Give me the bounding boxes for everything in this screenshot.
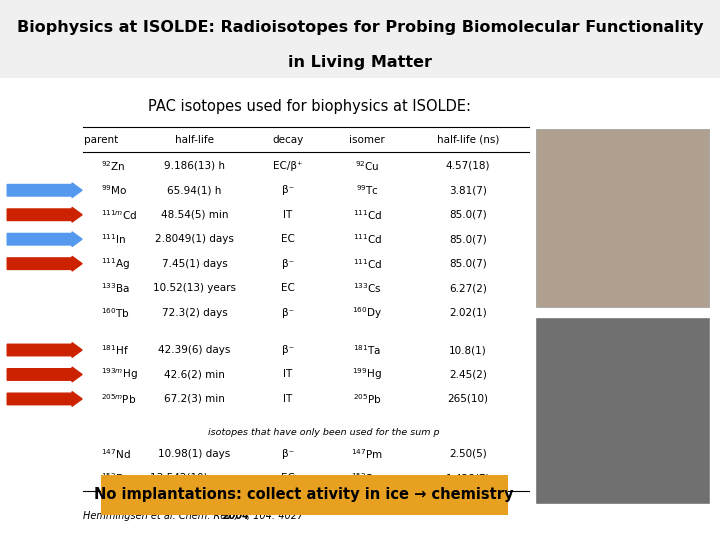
Text: EC: EC <box>281 474 295 483</box>
Text: isotopes that have only been used for the sum p: isotopes that have only been used for th… <box>208 428 440 437</box>
Text: EC: EC <box>281 234 295 244</box>
Text: $^{133}$Ba: $^{133}$Ba <box>101 281 130 295</box>
Text: half-life (ns): half-life (ns) <box>437 134 499 145</box>
Text: 42.6(2) min: 42.6(2) min <box>164 369 225 380</box>
Text: 265(10): 265(10) <box>448 394 488 404</box>
Text: 67.2(3) min: 67.2(3) min <box>164 394 225 404</box>
Text: $^{152}$Eu: $^{152}$Eu <box>101 471 130 485</box>
Text: $^{111}$Cd: $^{111}$Cd <box>353 232 382 246</box>
Text: $^{160}$Tb: $^{160}$Tb <box>101 306 130 320</box>
FancyArrow shape <box>7 392 82 406</box>
Text: Biophysics at ISOLDE: Radioisotopes for Probing Biomolecular Functionality: Biophysics at ISOLDE: Radioisotopes for … <box>17 20 703 35</box>
Text: $^{160}$Dy: $^{160}$Dy <box>352 305 382 321</box>
Text: $^{99}$Mo: $^{99}$Mo <box>101 184 127 197</box>
Text: 10.98(1) days: 10.98(1) days <box>158 449 230 459</box>
Text: 2.02(1): 2.02(1) <box>449 308 487 318</box>
Text: $^{111}$Ag: $^{111}$Ag <box>101 256 130 272</box>
Text: $^{181}$Hf: $^{181}$Hf <box>101 343 129 357</box>
Text: $^{92}$Zn: $^{92}$Zn <box>101 159 125 173</box>
Text: 10.52(13) years: 10.52(13) years <box>153 283 236 293</box>
Text: 4.57(18): 4.57(18) <box>446 161 490 171</box>
Text: 13.542(10) years: 13.542(10) years <box>150 474 239 483</box>
Text: $^{111}$In: $^{111}$In <box>101 232 126 246</box>
Text: β⁻: β⁻ <box>282 308 294 318</box>
FancyArrow shape <box>7 342 82 357</box>
Text: in Living Matter: in Living Matter <box>288 55 432 70</box>
Text: half-life: half-life <box>175 134 214 145</box>
Text: 85.0(7): 85.0(7) <box>449 210 487 220</box>
Text: No implantations: collect ativity in ice → chemistry: No implantations: collect ativity in ice… <box>94 488 514 503</box>
FancyArrow shape <box>7 256 82 271</box>
Text: $^{147}$Nd: $^{147}$Nd <box>101 447 130 461</box>
Text: 9.186(13) h: 9.186(13) h <box>164 161 225 171</box>
Text: 65.94(1) h: 65.94(1) h <box>167 185 222 195</box>
Text: IT: IT <box>284 369 292 380</box>
Text: isomer: isomer <box>349 134 385 145</box>
Text: Hemmingsen et al. Chem. Rev.,: Hemmingsen et al. Chem. Rev., <box>83 511 240 522</box>
Text: 1.428(7): 1.428(7) <box>446 474 490 483</box>
Text: $^{181}$Ta: $^{181}$Ta <box>353 343 382 357</box>
Text: EC/β⁺: EC/β⁺ <box>274 161 302 171</box>
Text: β⁻: β⁻ <box>282 259 294 269</box>
Bar <box>101 475 508 515</box>
Text: 85.0(7): 85.0(7) <box>449 234 487 244</box>
Text: 85.0(7): 85.0(7) <box>449 259 487 269</box>
Text: PAC isotopes used for biophysics at ISOLDE:: PAC isotopes used for biophysics at ISOL… <box>148 99 471 114</box>
Text: EC: EC <box>281 283 295 293</box>
Text: IT: IT <box>284 394 292 404</box>
Text: $^{111}$Cd: $^{111}$Cd <box>353 208 382 221</box>
Text: 7.45(1) days: 7.45(1) days <box>161 259 228 269</box>
Text: $^{133}$Cs: $^{133}$Cs <box>353 281 382 295</box>
Text: $^{205}$Pb: $^{205}$Pb <box>353 392 382 406</box>
FancyArrow shape <box>7 207 82 222</box>
Text: 2.50(5): 2.50(5) <box>449 449 487 459</box>
Text: 42.39(6) days: 42.39(6) days <box>158 345 230 355</box>
Text: β⁻: β⁻ <box>282 449 294 459</box>
Text: $^{199}$Hg: $^{199}$Hg <box>352 367 382 382</box>
Text: $^{147}$Pm: $^{147}$Pm <box>351 447 383 461</box>
Bar <box>536 319 709 503</box>
Text: parent: parent <box>84 134 118 145</box>
Bar <box>536 129 709 307</box>
Text: 2.45(2): 2.45(2) <box>449 369 487 380</box>
FancyArrow shape <box>7 183 82 198</box>
Text: $^{152}$Sm: $^{152}$Sm <box>351 471 383 485</box>
Text: $^{99}$Tc: $^{99}$Tc <box>356 184 379 197</box>
Text: 72.3(2) days: 72.3(2) days <box>161 308 228 318</box>
Text: $^{193m}$Hg: $^{193m}$Hg <box>101 367 138 382</box>
Text: β⁻: β⁻ <box>282 345 294 355</box>
Text: $^{111}$Cd: $^{111}$Cd <box>353 257 382 271</box>
Text: 3.81(7): 3.81(7) <box>449 185 487 195</box>
Text: 6.27(2): 6.27(2) <box>449 283 487 293</box>
Text: 2.8049(1) days: 2.8049(1) days <box>155 234 234 244</box>
Text: 10.8(1): 10.8(1) <box>449 345 487 355</box>
Text: , 104: 4027: , 104: 4027 <box>247 511 303 522</box>
Text: decay: decay <box>272 134 304 145</box>
Text: β⁻: β⁻ <box>282 185 294 195</box>
Text: $^{111m}$Cd: $^{111m}$Cd <box>101 208 137 221</box>
FancyArrow shape <box>7 367 82 382</box>
Text: $^{205m}$Pb: $^{205m}$Pb <box>101 392 136 406</box>
Text: 48.54(5) min: 48.54(5) min <box>161 210 228 220</box>
Text: $^{92}$Cu: $^{92}$Cu <box>355 159 379 173</box>
Text: 2004: 2004 <box>223 511 251 522</box>
FancyArrow shape <box>7 232 82 247</box>
Text: IT: IT <box>284 210 292 220</box>
